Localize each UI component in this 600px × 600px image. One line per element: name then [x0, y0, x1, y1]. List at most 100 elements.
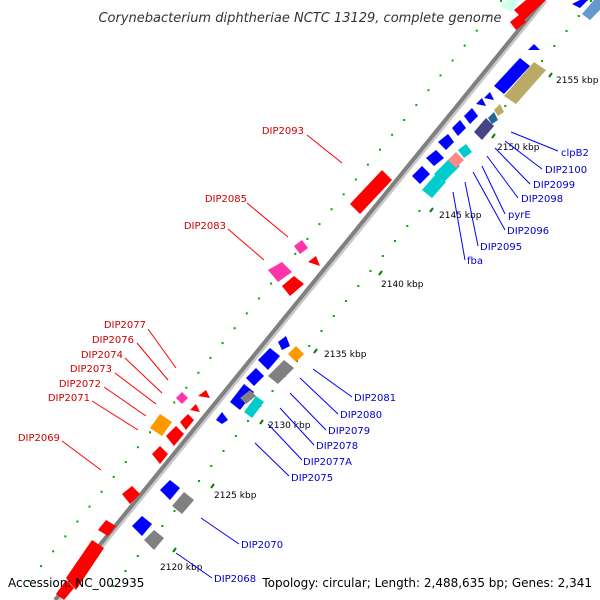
gene-arrow[interactable]: [422, 174, 446, 198]
gene-arrow[interactable]: [474, 118, 494, 140]
gene-label[interactable]: pyrE: [508, 210, 531, 221]
gene-arrow[interactable]: [438, 134, 454, 150]
gene-label[interactable]: fba: [467, 256, 483, 267]
gene-arrow[interactable]: [514, 0, 546, 20]
guide-dot: [136, 446, 139, 449]
gene-arrow[interactable]: [488, 112, 498, 124]
gene-arrow[interactable]: [458, 144, 472, 158]
gene-label[interactable]: DIP2072: [59, 379, 101, 390]
gene-label[interactable]: DIP2071: [48, 393, 90, 404]
gene-label[interactable]: DIP2074: [81, 350, 123, 361]
gene-arrow[interactable]: [464, 108, 478, 124]
genome-summary-text: Topology: circular; Length: 2,488,635 bp…: [261, 576, 592, 590]
scale-labels: 2120 kbp 2125 kbp 2130 kbp 2135 kbp 2140…: [160, 76, 599, 573]
gene-arrow[interactable]: [176, 392, 188, 404]
gene-arrow[interactable]: [172, 492, 194, 514]
gene-label[interactable]: DIP2083: [184, 221, 226, 232]
gene-label[interactable]: DIP2095: [480, 242, 522, 253]
gene-arrow[interactable]: [504, 62, 546, 104]
gene-arrow[interactable]: [198, 390, 210, 398]
guide-dot: [112, 585, 115, 587]
gene-arrow[interactable]: [572, 0, 588, 8]
gene-arrow[interactable]: [282, 276, 304, 296]
gene-label[interactable]: DIP2077: [104, 320, 146, 331]
guide-dot: [475, 29, 478, 32]
gene-arrow[interactable]: [98, 520, 116, 536]
gene-arrow[interactable]: [510, 14, 526, 30]
gene-arrow[interactable]: [152, 446, 168, 464]
gene-label[interactable]: DIP2078: [316, 441, 358, 452]
gene-arrow[interactable]: [66, 540, 104, 590]
gene-arrow[interactable]: [246, 368, 264, 386]
guide-dot: [233, 327, 236, 330]
gene-arrow[interactable]: [216, 412, 228, 424]
accession-text: Accession: NC_002935: [8, 576, 144, 590]
gene-arrow[interactable]: [412, 166, 430, 184]
gene-arrow[interactable]: [160, 480, 180, 500]
gene-label[interactable]: DIP2077A: [303, 457, 352, 468]
gene-label[interactable]: DIP2076: [92, 335, 134, 346]
gene-arrow[interactable]: [268, 360, 294, 384]
gene-arrow[interactable]: [150, 414, 172, 436]
guide-dot: [366, 163, 369, 166]
tick-mark: [378, 270, 383, 276]
gene-arrow[interactable]: [448, 152, 464, 168]
gene-label[interactable]: DIP2068: [214, 574, 256, 585]
guide-dot: [394, 240, 396, 242]
gene-label[interactable]: DIP2096: [507, 226, 549, 237]
gene-label[interactable]: DIP2100: [545, 165, 587, 176]
gene-arrow[interactable]: [494, 58, 530, 94]
gene-arrow[interactable]: [56, 580, 74, 600]
gene-arrow[interactable]: [476, 98, 486, 106]
forward-leaders: [61, 134, 343, 471]
guide-dot: [52, 550, 55, 553]
gene-arrow[interactable]: [258, 348, 280, 370]
gene-label[interactable]: DIP2069: [18, 433, 60, 444]
gene-arrow[interactable]: [166, 426, 184, 446]
gene-arrow[interactable]: [350, 170, 392, 214]
gene-arrow[interactable]: [180, 414, 194, 430]
gene-label[interactable]: DIP2081: [354, 393, 396, 404]
gene-arrow[interactable]: [132, 516, 152, 536]
gene-arrow[interactable]: [494, 104, 504, 116]
gene-arrow[interactable]: [500, 0, 520, 12]
guide-dot: [590, 0, 592, 2]
gene-arrow[interactable]: [426, 150, 444, 166]
gene-arrow[interactable]: [294, 240, 308, 254]
guide-dot: [222, 450, 225, 452]
gene-arrow[interactable]: [190, 404, 200, 412]
gene-arrow[interactable]: [278, 336, 290, 350]
guide-dot: [124, 461, 127, 463]
guide-dot: [500, 0, 502, 2]
gene-arrow[interactable]: [582, 0, 600, 20]
gene-label[interactable]: DIP2093: [262, 126, 304, 137]
gene-arrow[interactable]: [528, 44, 540, 50]
gene-arrow[interactable]: [268, 262, 292, 282]
gene-label[interactable]: DIP2075: [291, 473, 333, 484]
gene-label[interactable]: DIP2073: [70, 364, 112, 375]
gene-label[interactable]: DIP2079: [328, 426, 370, 437]
gene-arrow[interactable]: [308, 256, 320, 266]
tick-mark: [491, 133, 496, 139]
guide-dot: [381, 255, 384, 257]
gene-label[interactable]: DIP2099: [533, 180, 575, 191]
gene-label[interactable]: DIP2085: [205, 194, 247, 205]
guide-dot: [294, 252, 297, 255]
gene-label[interactable]: DIP2098: [521, 194, 563, 205]
gene-arrow[interactable]: [288, 346, 304, 362]
tick-label: 2140 kbp: [381, 280, 424, 290]
gene-arrow[interactable]: [144, 530, 164, 550]
gene-label[interactable]: clpB2: [561, 148, 589, 159]
gene-arrow[interactable]: [452, 120, 466, 136]
gene-label[interactable]: DIP2070: [241, 540, 283, 551]
guide-dot: [88, 505, 91, 508]
tick-label: 2125 kbp: [214, 491, 257, 501]
gene-label[interactable]: DIP2080: [340, 410, 382, 421]
guide-dot: [185, 386, 188, 389]
gene-arrow[interactable]: [240, 390, 256, 404]
gene-arrow[interactable]: [122, 486, 140, 504]
backbone-line: [53, 0, 545, 600]
guide-dot: [504, 105, 507, 107]
gene-arrow[interactable]: [244, 396, 264, 418]
gene-arrow[interactable]: [484, 92, 494, 100]
